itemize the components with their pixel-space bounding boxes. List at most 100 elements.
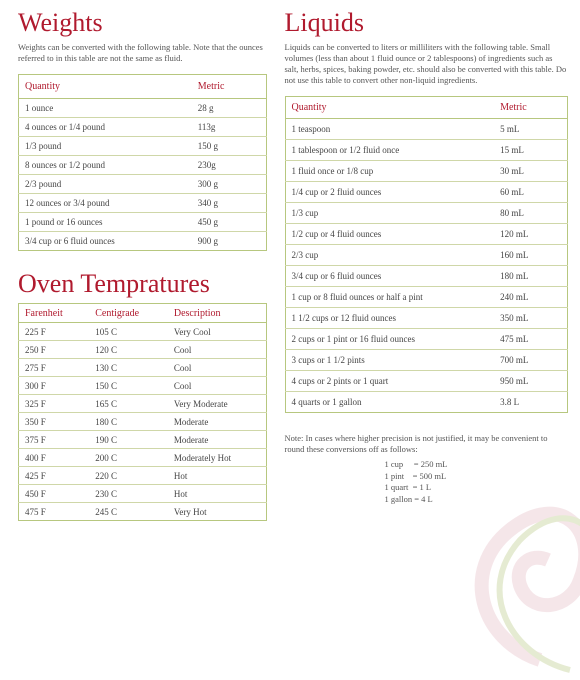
cell: 275 F	[19, 359, 90, 377]
table-row: 450 F230 CHot	[19, 485, 267, 503]
table-row: 350 F180 CModerate	[19, 413, 267, 431]
liquids-intro: Liquids can be converted to liters or mi…	[285, 42, 569, 86]
weights-table: Quantity Metric 1 ounce28 g4 ounces or 1…	[18, 74, 267, 251]
table-row: 2/3 pound300 g	[19, 175, 267, 194]
cell: 4 cups or 2 pints or 1 quart	[285, 371, 494, 392]
cell: 300 F	[19, 377, 90, 395]
table-row: 1/3 cup80 mL	[285, 203, 568, 224]
col-metric: Metric	[192, 75, 266, 99]
cell: 230g	[192, 156, 266, 175]
cell: 2/3 cup	[285, 245, 494, 266]
table-row: 400 F200 CModerately Hot	[19, 449, 267, 467]
table-row: 300 F150 CCool	[19, 377, 267, 395]
left-column: Weights Weights can be converted with th…	[18, 10, 277, 614]
cell: 2/3 pound	[19, 175, 192, 194]
table-row: 1/2 cup or 4 fluid ounces120 mL	[285, 224, 568, 245]
table-row: 1/3 pound150 g	[19, 137, 267, 156]
table-header-row: Quantity Metric	[285, 97, 568, 119]
cell: 15 mL	[494, 140, 567, 161]
cell: 475 mL	[494, 329, 567, 350]
table-row: 475 F245 CVery Hot	[19, 503, 267, 521]
table-row: 3/4 cup or 6 fluid ounces900 g	[19, 232, 267, 251]
cell: 1 tablespoon or 1/2 fluid once	[285, 140, 494, 161]
cell: 240 mL	[494, 287, 567, 308]
cell: 165 C	[89, 395, 168, 413]
oven-title: Oven Tempratures	[18, 271, 267, 297]
cell: 28 g	[192, 99, 266, 118]
cell: 700 mL	[494, 350, 567, 371]
cell: 950 mL	[494, 371, 567, 392]
cell: 1/3 pound	[19, 137, 192, 156]
cell: 325 F	[19, 395, 90, 413]
table-row: 4 quarts or 1 gallon3.8 L	[285, 392, 568, 413]
table-row: 1 cup or 8 fluid ounces or half a pint24…	[285, 287, 568, 308]
table-row: 250 F120 CCool	[19, 341, 267, 359]
oven-table: Farenheit Centigrade Description 225 F10…	[18, 303, 267, 521]
table-header-row: Quantity Metric	[19, 75, 267, 99]
right-column: Liquids Liquids can be converted to lite…	[277, 10, 569, 614]
col-farenheit: Farenheit	[19, 304, 90, 323]
col-quantity: Quantity	[19, 75, 192, 99]
table-row: 1 ounce28 g	[19, 99, 267, 118]
cell: 190 C	[89, 431, 168, 449]
cell: 120 mL	[494, 224, 567, 245]
liquids-title: Liquids	[285, 10, 569, 36]
cell: 8 ounces or 1/2 pound	[19, 156, 192, 175]
table-row: 3/4 cup or 6 fluid ounces180 mL	[285, 266, 568, 287]
cell: 230 C	[89, 485, 168, 503]
table-row: 1 1/2 cups or 12 fluid ounces350 mL	[285, 308, 568, 329]
cell: 160 mL	[494, 245, 567, 266]
cell: Moderate	[168, 431, 266, 449]
cell: Cool	[168, 341, 266, 359]
table-row: 1 tablespoon or 1/2 fluid once15 mL	[285, 140, 568, 161]
cell: Very Hot	[168, 503, 266, 521]
cell: 1 pound or 16 ounces	[19, 213, 192, 232]
cell: 113g	[192, 118, 266, 137]
cell: 200 C	[89, 449, 168, 467]
cell: 2 cups or 1 pint or 16 fluid ounces	[285, 329, 494, 350]
table-row: 1 teaspoon5 mL	[285, 119, 568, 140]
cell: 1 ounce	[19, 99, 192, 118]
cell: 3/4 cup or 6 fluid ounces	[285, 266, 494, 287]
cell: 12 ounces or 3/4 pound	[19, 194, 192, 213]
cell: 5 mL	[494, 119, 567, 140]
cell: 3/4 cup or 6 fluid ounces	[19, 232, 192, 251]
cell: 425 F	[19, 467, 90, 485]
table-row: 12 ounces or 3/4 pound340 g	[19, 194, 267, 213]
cell: 4 ounces or 1/4 pound	[19, 118, 192, 137]
cell: 30 mL	[494, 161, 567, 182]
table-row: 275 F130 CCool	[19, 359, 267, 377]
cell: 3 cups or 1 1/2 pints	[285, 350, 494, 371]
cell: 130 C	[89, 359, 168, 377]
cell: 1/3 cup	[285, 203, 494, 224]
cell: Moderately Hot	[168, 449, 266, 467]
cell: Cool	[168, 359, 266, 377]
col-centigrade: Centigrade	[89, 304, 168, 323]
weights-intro: Weights can be converted with the follow…	[18, 42, 267, 64]
cell: Very Cool	[168, 323, 266, 341]
table-row: 225 F105 CVery Cool	[19, 323, 267, 341]
cell: 150 g	[192, 137, 266, 156]
cell: 60 mL	[494, 182, 567, 203]
weights-title: Weights	[18, 10, 267, 36]
table-header-row: Farenheit Centigrade Description	[19, 304, 267, 323]
cell: 180 mL	[494, 266, 567, 287]
cell: 475 F	[19, 503, 90, 521]
table-row: 4 cups or 2 pints or 1 quart950 mL	[285, 371, 568, 392]
cell: 900 g	[192, 232, 266, 251]
cell: 1 cup or 8 fluid ounces or half a pint	[285, 287, 494, 308]
table-row: 3 cups or 1 1/2 pints700 mL	[285, 350, 568, 371]
table-row: 1 pound or 16 ounces450 g	[19, 213, 267, 232]
cell: 1 fluid once or 1/8 cup	[285, 161, 494, 182]
table-row: 1 fluid once or 1/8 cup30 mL	[285, 161, 568, 182]
cell: 4 quarts or 1 gallon	[285, 392, 494, 413]
col-description: Description	[168, 304, 266, 323]
table-row: 4 ounces or 1/4 pound113g	[19, 118, 267, 137]
cell: 220 C	[89, 467, 168, 485]
cell: Moderate	[168, 413, 266, 431]
table-row: 375 F190 CModerate	[19, 431, 267, 449]
cell: 245 C	[89, 503, 168, 521]
cell: 450 F	[19, 485, 90, 503]
table-row: 2 cups or 1 pint or 16 fluid ounces475 m…	[285, 329, 568, 350]
cell: 1 1/2 cups or 12 fluid ounces	[285, 308, 494, 329]
